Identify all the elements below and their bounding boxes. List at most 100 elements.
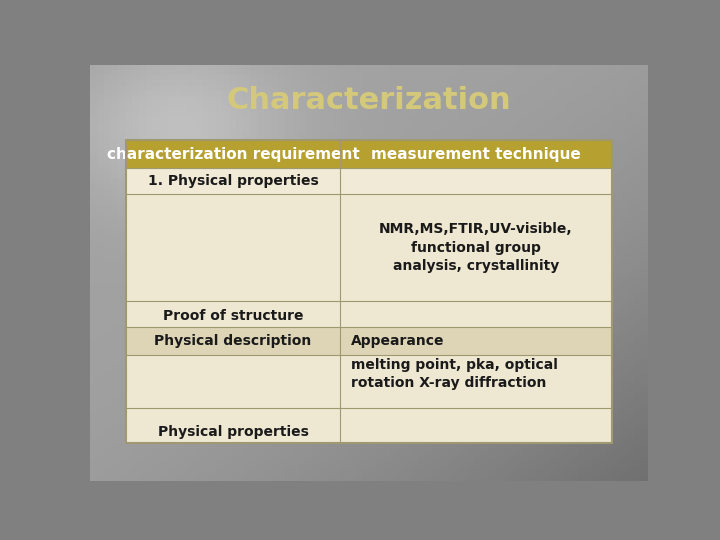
Bar bbox=[264, 283, 271, 288]
Bar bbox=[313, 117, 320, 122]
Bar bbox=[593, 143, 599, 148]
Bar bbox=[236, 382, 243, 387]
Bar bbox=[285, 470, 292, 475]
Bar bbox=[438, 241, 446, 247]
Bar bbox=[411, 112, 418, 117]
Bar bbox=[453, 304, 459, 309]
Bar bbox=[564, 138, 571, 143]
Bar bbox=[578, 85, 585, 91]
Bar bbox=[564, 195, 571, 200]
Bar bbox=[585, 278, 592, 283]
Bar bbox=[529, 132, 536, 138]
Bar bbox=[438, 101, 446, 106]
Bar bbox=[306, 148, 313, 153]
Bar bbox=[174, 330, 181, 335]
Bar bbox=[383, 252, 390, 257]
Bar bbox=[641, 288, 648, 294]
Bar bbox=[383, 80, 390, 85]
Bar bbox=[355, 237, 362, 241]
Bar bbox=[502, 330, 508, 335]
Bar bbox=[181, 320, 188, 325]
Bar bbox=[446, 397, 453, 403]
Bar bbox=[620, 237, 627, 241]
Bar bbox=[236, 460, 243, 465]
Bar bbox=[585, 444, 592, 449]
Bar bbox=[523, 184, 529, 190]
Bar bbox=[300, 241, 306, 247]
Bar bbox=[90, 200, 97, 205]
Bar bbox=[438, 372, 446, 377]
Bar bbox=[599, 429, 606, 434]
Bar bbox=[243, 439, 251, 444]
Bar bbox=[467, 143, 474, 148]
Bar bbox=[215, 397, 222, 403]
Bar bbox=[599, 158, 606, 164]
Bar bbox=[404, 267, 411, 273]
Bar bbox=[341, 241, 348, 247]
Bar bbox=[209, 211, 215, 215]
Bar bbox=[174, 314, 181, 320]
Bar bbox=[181, 403, 188, 408]
Bar bbox=[578, 247, 585, 252]
Bar bbox=[104, 423, 111, 429]
Bar bbox=[404, 320, 411, 325]
Bar bbox=[529, 168, 536, 174]
Bar bbox=[613, 387, 620, 392]
Bar bbox=[627, 314, 634, 320]
Bar bbox=[634, 174, 641, 179]
Bar bbox=[620, 80, 627, 85]
Bar bbox=[459, 434, 467, 439]
Bar bbox=[230, 190, 236, 195]
Bar bbox=[585, 356, 592, 361]
Bar bbox=[209, 418, 215, 423]
Bar bbox=[606, 75, 613, 80]
Bar bbox=[529, 283, 536, 288]
Bar bbox=[125, 205, 132, 210]
Bar bbox=[160, 288, 167, 294]
Bar bbox=[627, 143, 634, 148]
Bar bbox=[251, 475, 258, 481]
Bar bbox=[243, 80, 251, 85]
Bar bbox=[258, 190, 264, 195]
Bar bbox=[613, 309, 620, 314]
Bar bbox=[495, 127, 502, 132]
Bar bbox=[230, 132, 236, 138]
Bar bbox=[571, 226, 578, 231]
Bar bbox=[453, 231, 459, 237]
Bar bbox=[230, 340, 236, 346]
Bar bbox=[145, 392, 153, 397]
Bar bbox=[348, 91, 355, 96]
Bar bbox=[529, 330, 536, 335]
Bar bbox=[174, 309, 181, 314]
Bar bbox=[634, 283, 641, 288]
Bar bbox=[348, 413, 355, 418]
Bar bbox=[425, 299, 432, 304]
Bar bbox=[145, 278, 153, 283]
Bar bbox=[202, 366, 209, 372]
Bar bbox=[145, 403, 153, 408]
Bar bbox=[585, 397, 592, 403]
Bar bbox=[139, 273, 145, 278]
Bar bbox=[571, 190, 578, 195]
Bar bbox=[300, 377, 306, 382]
Bar bbox=[264, 205, 271, 210]
Bar bbox=[438, 455, 446, 460]
Bar bbox=[258, 288, 264, 294]
Bar bbox=[292, 241, 300, 247]
Bar bbox=[376, 112, 383, 117]
Bar bbox=[355, 215, 362, 221]
Bar bbox=[613, 96, 620, 101]
Bar bbox=[529, 65, 536, 70]
Bar bbox=[578, 96, 585, 101]
Bar bbox=[139, 418, 145, 423]
Bar bbox=[355, 153, 362, 158]
Bar bbox=[243, 418, 251, 423]
Bar bbox=[258, 195, 264, 200]
Bar bbox=[634, 215, 641, 221]
Bar bbox=[279, 138, 285, 143]
Bar bbox=[383, 366, 390, 372]
Bar bbox=[446, 164, 453, 168]
Bar bbox=[523, 439, 529, 444]
Bar bbox=[320, 200, 327, 205]
Bar bbox=[544, 247, 550, 252]
